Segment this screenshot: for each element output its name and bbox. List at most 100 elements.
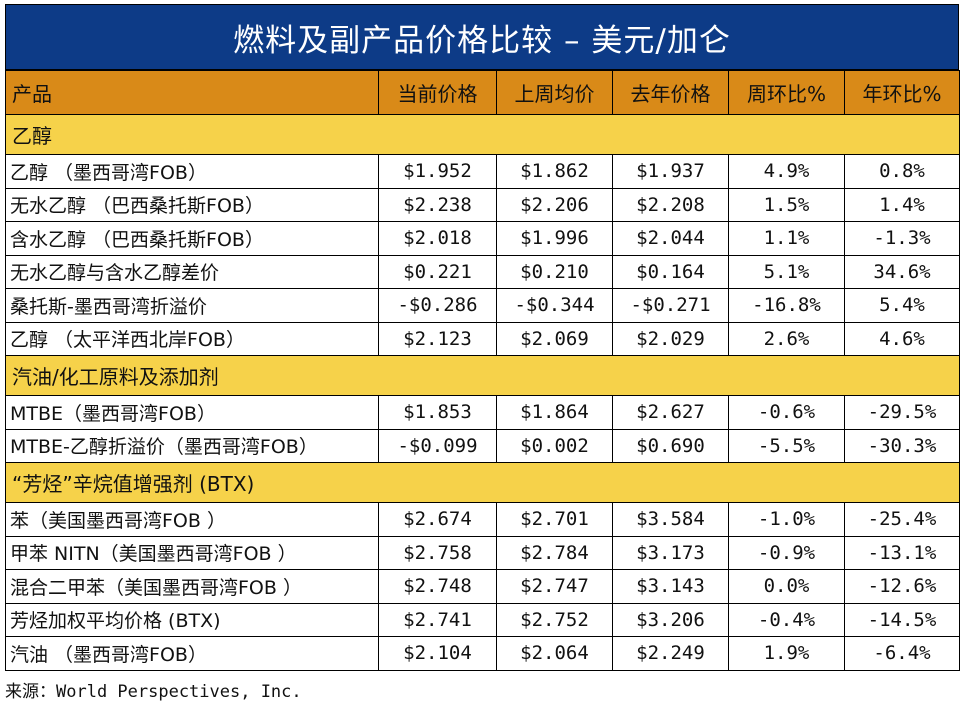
cell-last-week-avg: $2.069 — [496, 321, 613, 356]
cell-year-change: -14.5% — [844, 602, 960, 637]
table-row: 苯（美国墨西哥湾FOB ） $2.674 $2.701 $3.584 -1.0% -25.… — [5, 502, 960, 537]
cell-product: 无水乙醇与含水乙醇差价 — [5, 254, 379, 289]
cell-week-change: 5.1% — [728, 254, 845, 289]
cell-year-change: 1.4% — [844, 187, 960, 222]
cell-last-year-price: $2.627 — [612, 395, 729, 430]
table-row: MTBE-乙醇折溢价（墨西哥湾FOB） -$0.099 $0.002 $0.690 -5… — [5, 428, 960, 463]
cell-product: 苯（美国墨西哥湾FOB ） — [5, 502, 379, 537]
cell-year-change: -13.1% — [844, 535, 960, 570]
cell-last-week-avg: $2.701 — [496, 502, 613, 537]
cell-week-change: -0.9% — [728, 535, 845, 570]
cell-last-week-avg: $1.864 — [496, 395, 613, 430]
cell-year-change: 4.6% — [844, 321, 960, 356]
cell-week-change: 0.0% — [728, 569, 845, 604]
cell-current-price: $1.853 — [378, 395, 497, 430]
cell-last-year-price: $3.173 — [612, 535, 729, 570]
cell-product: 含水乙醇 （巴西桑托斯FOB） — [5, 221, 379, 256]
cell-last-week-avg: $2.752 — [496, 602, 613, 637]
cell-product: MTBE（墨西哥湾FOB） — [5, 395, 379, 430]
cell-product: MTBE-乙醇折溢价（墨西哥湾FOB） — [5, 428, 379, 463]
cell-product: 乙醇 （太平洋西北岸FOB） — [5, 321, 379, 356]
cell-last-week-avg: -$0.344 — [496, 288, 613, 323]
cell-year-change: -30.3% — [844, 428, 960, 463]
table-row: 芳烃加权平均价格 (BTX) $2.741 $2.752 $3.206 -0.4% -14… — [5, 602, 960, 637]
cell-week-change: -1.0% — [728, 502, 845, 537]
cell-week-change: 1.5% — [728, 187, 845, 222]
cell-last-year-price: $2.044 — [612, 221, 729, 256]
cell-current-price: $2.238 — [378, 187, 497, 222]
cell-product: 甲苯 NITN（美国墨西哥湾FOB ） — [5, 535, 379, 570]
cell-week-change: 1.1% — [728, 221, 845, 256]
cell-year-change: 0.8% — [844, 154, 960, 189]
page-title: 燃料及副产品价格比较 – 美元/加仑 — [5, 4, 959, 70]
column-header-last-week-avg: 上周均价 — [496, 70, 613, 115]
cell-week-change: 1.9% — [728, 636, 845, 671]
cell-last-year-price: $0.164 — [612, 254, 729, 289]
column-header-last-year-price: 去年价格 — [612, 70, 729, 115]
price-table: 产品 当前价格 上周均价 去年价格 周环比% 年环比% 乙醇 乙醇 （墨西哥湾FO… — [5, 70, 960, 671]
cell-last-year-price: $3.206 — [612, 602, 729, 637]
cell-week-change: -5.5% — [728, 428, 845, 463]
source-note: 来源：World Perspectives, Inc. — [5, 681, 302, 702]
cell-last-year-price: $3.143 — [612, 569, 729, 604]
cell-last-year-price: $1.937 — [612, 154, 729, 189]
cell-current-price: $2.018 — [378, 221, 497, 256]
section-header-row: “芳烃”辛烷值增强剂 (BTX) — [5, 462, 960, 503]
cell-year-change: 34.6% — [844, 254, 960, 289]
cell-last-week-avg: $2.064 — [496, 636, 613, 671]
table-row: 无水乙醇与含水乙醇差价 $0.221 $0.210 $0.164 5.1% 34.6% — [5, 254, 960, 289]
cell-last-year-price: $2.208 — [612, 187, 729, 222]
table-row: 无水乙醇 （巴西桑托斯FOB） $2.238 $2.206 $2.208 1.5% 1.4… — [5, 187, 960, 222]
column-header-product: 产品 — [5, 70, 379, 115]
cell-current-price: $2.123 — [378, 321, 497, 356]
table-row: 甲苯 NITN（美国墨西哥湾FOB ） $2.758 $2.784 $3.173 -0.… — [5, 535, 960, 570]
column-header-week-change: 周环比% — [728, 70, 845, 115]
table-row: 汽油 （墨西哥湾FOB） $2.104 $2.064 $2.249 1.9% -6.4% — [5, 636, 960, 671]
cell-last-week-avg: $2.206 — [496, 187, 613, 222]
cell-current-price: $2.748 — [378, 569, 497, 604]
price-table-body: 产品 当前价格 上周均价 去年价格 周环比% 年环比% 乙醇 乙醇 （墨西哥湾FO… — [5, 70, 960, 671]
section-header-row: 汽油/化工原料及添加剂 — [5, 355, 960, 396]
section-title: “芳烃”辛烷值增强剂 (BTX) — [5, 462, 960, 503]
cell-week-change: -16.8% — [728, 288, 845, 323]
cell-week-change: -0.6% — [728, 395, 845, 430]
cell-product: 乙醇 （墨西哥湾FOB） — [5, 154, 379, 189]
cell-current-price: $2.104 — [378, 636, 497, 671]
cell-last-year-price: $0.690 — [612, 428, 729, 463]
cell-product: 混合二甲苯（美国墨西哥湾FOB ） — [5, 569, 379, 604]
cell-last-year-price: $3.584 — [612, 502, 729, 537]
cell-last-year-price: $2.249 — [612, 636, 729, 671]
price-comparison-sheet: 燃料及副产品价格比较 – 美元/加仑 产品 当前价格 上周均价 去年价格 周环比… — [5, 4, 960, 702]
cell-last-week-avg: $0.210 — [496, 254, 613, 289]
cell-product: 汽油 （墨西哥湾FOB） — [5, 636, 379, 671]
section-header-row: 乙醇 — [5, 114, 960, 155]
cell-week-change: 4.9% — [728, 154, 845, 189]
cell-year-change: -29.5% — [844, 395, 960, 430]
cell-product: 无水乙醇 （巴西桑托斯FOB） — [5, 187, 379, 222]
cell-year-change: -1.3% — [844, 221, 960, 256]
table-row: 乙醇 （墨西哥湾FOB） $1.952 $1.862 $1.937 4.9% 0.8% — [5, 154, 960, 189]
cell-current-price: -$0.099 — [378, 428, 497, 463]
cell-last-week-avg: $2.747 — [496, 569, 613, 604]
cell-current-price: $1.952 — [378, 154, 497, 189]
column-header-year-change: 年环比% — [844, 70, 960, 115]
cell-year-change: 5.4% — [844, 288, 960, 323]
section-title: 汽油/化工原料及添加剂 — [5, 355, 960, 396]
cell-current-price: $2.674 — [378, 502, 497, 537]
cell-product: 芳烃加权平均价格 (BTX) — [5, 602, 379, 637]
cell-current-price: -$0.286 — [378, 288, 497, 323]
cell-current-price: $0.221 — [378, 254, 497, 289]
section-title: 乙醇 — [5, 114, 960, 155]
cell-last-week-avg: $0.002 — [496, 428, 613, 463]
cell-year-change: -12.6% — [844, 569, 960, 604]
cell-year-change: -6.4% — [844, 636, 960, 671]
table-row: 含水乙醇 （巴西桑托斯FOB） $2.018 $1.996 $2.044 1.1% -1.… — [5, 221, 960, 256]
cell-last-year-price: -$0.271 — [612, 288, 729, 323]
cell-last-year-price: $2.029 — [612, 321, 729, 356]
cell-week-change: -0.4% — [728, 602, 845, 637]
cell-current-price: $2.758 — [378, 535, 497, 570]
table-header-row: 产品 当前价格 上周均价 去年价格 周环比% 年环比% — [5, 70, 960, 115]
cell-last-week-avg: $1.996 — [496, 221, 613, 256]
column-header-current-price: 当前价格 — [378, 70, 497, 115]
table-row: 乙醇 （太平洋西北岸FOB） $2.123 $2.069 $2.029 2.6% 4.6% — [5, 321, 960, 356]
